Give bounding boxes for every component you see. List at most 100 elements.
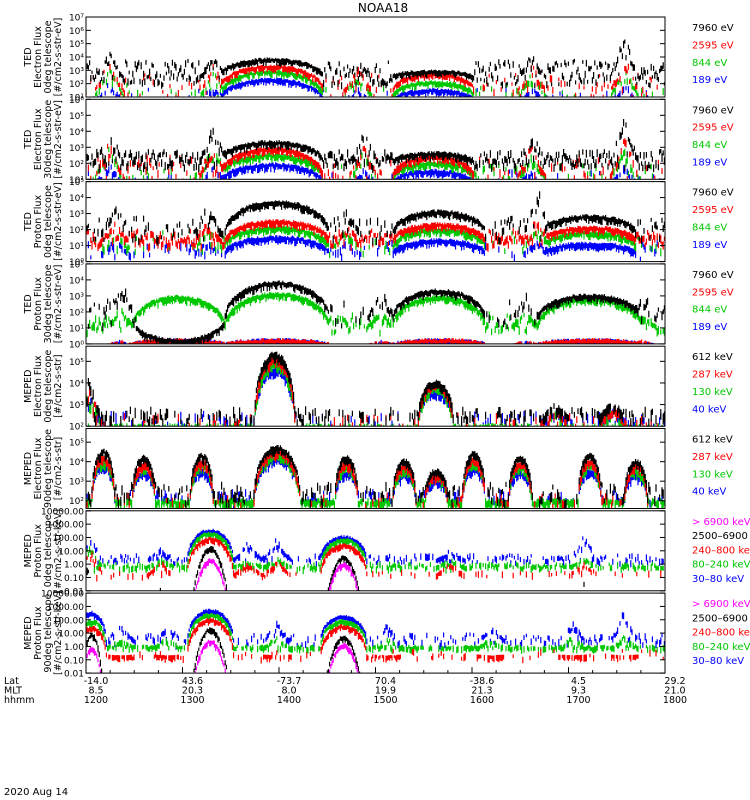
panel-3-ylabel: TEDProton Flux0deg telescope[#/cm2-s-str… xyxy=(23,182,64,261)
panel-1-series-3 xyxy=(86,67,664,97)
legend-entry: 2595 eV xyxy=(692,205,734,216)
panel-2-frame xyxy=(85,98,666,180)
panel-2-ytick-label: 10⁴ xyxy=(69,128,84,138)
panel-8-series-1 xyxy=(86,639,359,674)
panel-1: 10¹ 10² 10³ 10⁴ 10⁵ 10⁶ 10⁷ TEDElectron Flux0de… xyxy=(23,14,734,104)
legend-entry: 2595 eV xyxy=(692,40,734,51)
panel-5-ytick-label: 10³ xyxy=(69,401,84,411)
panel-4-ytick-label: 10² xyxy=(69,308,84,318)
panel-7-ytick-label: 100.00 xyxy=(53,534,85,544)
legend-entry: 287 keV xyxy=(692,370,733,381)
legend-entry: 2500–6900 xyxy=(692,613,748,624)
panel-4-series-1 xyxy=(87,280,665,344)
panel-7-ytick-label: 10.00 xyxy=(58,547,84,557)
legend-entry: 2595 eV xyxy=(692,123,734,134)
panel-3-frame xyxy=(85,181,666,263)
legend-entry: 7960 eV xyxy=(692,23,734,34)
panel-1-ytick-label: 10⁵ xyxy=(69,40,84,50)
x-row-value: 1600 xyxy=(470,695,494,706)
panel-7-series-2 xyxy=(86,546,585,591)
panel-8-traces xyxy=(86,608,665,674)
panel-4-ytick-label: 10⁵ xyxy=(69,260,84,270)
panel-2-ylabel: TEDElectron Flux30deg telescope[#/cm2-s-… xyxy=(23,100,64,179)
panel-6-ytick-label: 10⁴ xyxy=(69,458,84,468)
panel-3: 10⁰ 10¹ 10² 10³ 10⁴ 10⁵ TEDProton Flux0deg tel… xyxy=(23,178,734,268)
panel-7-ytick-label: 0.01 xyxy=(64,587,84,597)
legend-entry: 844 eV xyxy=(692,222,727,233)
x-row-value: 9.3 xyxy=(571,686,586,697)
panel-4-series-3 xyxy=(86,291,665,338)
panel-5-legend: 612 keV 287 keV 130 keV 40 keV xyxy=(692,352,733,415)
panel-4-ytick-label: 10⁰ xyxy=(69,340,84,350)
legend-entry: 189 eV xyxy=(692,75,727,86)
panel-5-ytick-label: 10² xyxy=(69,423,84,433)
panel-4-ytick-label: 10⁴ xyxy=(69,276,84,286)
legend-entry: 844 eV xyxy=(692,58,727,69)
panel-1-ylabel: TEDElectron Flux0deg telescope[#/cm2-s-s… xyxy=(23,18,64,97)
legend-entry: 7960 eV xyxy=(692,105,734,116)
panel-8-series-4 xyxy=(86,612,665,655)
legend-entry: 189 eV xyxy=(692,240,727,251)
panel-1-legend: 7960 eV 2595 eV 844 eV 189 eV xyxy=(692,23,734,86)
legend-entry: 40 keV xyxy=(692,487,726,498)
panel-4-ylabel: TEDProton Flux30deg telescope[#/cm2-s-st… xyxy=(23,264,64,343)
panel-5-ytick-label: 10⁴ xyxy=(69,379,84,389)
panel-5-series-1 xyxy=(86,351,665,427)
legend-entry: 80–240 keV xyxy=(692,560,750,571)
panel-3-series-2 xyxy=(86,219,665,252)
panel-7-series-5 xyxy=(86,528,664,568)
panel-7: 0.01 0.10 1.00 10.00 100.00 1000.00 10000.00ME… xyxy=(23,507,750,597)
panel-8-series-5 xyxy=(86,608,665,650)
panel-8-series-2 xyxy=(86,627,361,674)
legend-entry: 189 eV xyxy=(692,322,727,333)
legend-entry: 612 keV xyxy=(692,352,733,363)
legend-entry: > 6900 keV xyxy=(692,517,750,528)
x-row-value: 1500 xyxy=(373,695,397,706)
panel-8-series-3 xyxy=(86,617,664,664)
x-row-value: -73.7 xyxy=(277,676,302,687)
legend-entry: 7960 eV xyxy=(692,270,734,281)
panel-1-ytick-label: 10² xyxy=(69,80,84,90)
x-row-value: 8.0 xyxy=(281,686,296,697)
x-row-value: 1200 xyxy=(84,695,108,706)
x-row-value: 1800 xyxy=(663,695,687,706)
panels-group: 10¹ 10² 10³ 10⁴ 10⁵ 10⁶ 10⁷ TEDElectron Flux0de… xyxy=(23,14,750,680)
panel-8-ytick-label: 100.00 xyxy=(53,616,85,626)
panel-6-ytick-label: 10² xyxy=(69,497,84,507)
legend-entry: 612 keV xyxy=(692,435,733,446)
panel-1-ytick-label: 10³ xyxy=(69,67,84,77)
panel-8-ytick-label: 10000.00 xyxy=(41,590,84,600)
x-axis-labels: Lat -14.0 43.6 -73.7 70.4 -38.6 4.5 29.2 MLT 8.5 2… xyxy=(4,667,687,706)
panel-6-frame xyxy=(85,428,666,509)
panel-4-ytick-label: 10³ xyxy=(69,292,84,302)
legend-entry: 189 eV xyxy=(692,157,727,168)
panel-2-ytick-label: 10² xyxy=(69,160,84,170)
panel-7-series-3 xyxy=(86,536,662,582)
panel-3-traces xyxy=(86,191,665,262)
legend-entry: 80–240 keV xyxy=(692,642,750,653)
panel-3-ytick-label: 10² xyxy=(69,226,84,236)
panel-7-series-1 xyxy=(194,558,358,591)
panel-2: 10¹ 10² 10³ 10⁴ 10⁵ 10⁶ TEDElectron Flux30deg … xyxy=(23,96,734,186)
legend-entry: 130 keV xyxy=(692,469,733,480)
panel-8-legend: > 6900 keV 2500–6900 240–800 keV 80–240 keV… xyxy=(692,599,750,667)
panel-6-legend: 612 keV 287 keV 130 keV 40 keV xyxy=(692,435,733,498)
x-row-value: 21.3 xyxy=(471,686,492,697)
panel-1-ytick-label: 10⁶ xyxy=(69,27,84,37)
legend-entry: 130 keV xyxy=(692,387,733,398)
panel-3-legend: 7960 eV 2595 eV 844 eV 189 eV xyxy=(692,188,734,251)
panel-4: 10⁰ 10¹ 10² 10³ 10⁴ 10⁵ TEDProton Flux30deg te… xyxy=(23,260,734,350)
panel-5-ytick-label: 10⁵ xyxy=(69,358,84,368)
panel-4-ytick-label: 10¹ xyxy=(69,324,84,334)
x-row-name: MLT xyxy=(4,686,22,697)
panel-7-ylabel: MEPEDProton Flux0deg telescope[#/cm2-s-s… xyxy=(23,509,64,593)
x-row-name: hhmm xyxy=(4,695,35,706)
panel-1-traces xyxy=(86,39,665,97)
x-row-value: 29.2 xyxy=(664,676,685,687)
panel-1-ytick-label: 10⁴ xyxy=(69,54,84,64)
x-row-value: 20.3 xyxy=(182,686,203,697)
x-row-name: Lat xyxy=(4,676,19,687)
legend-entry: 844 eV xyxy=(692,305,727,316)
x-row-value: 8.5 xyxy=(88,686,103,697)
